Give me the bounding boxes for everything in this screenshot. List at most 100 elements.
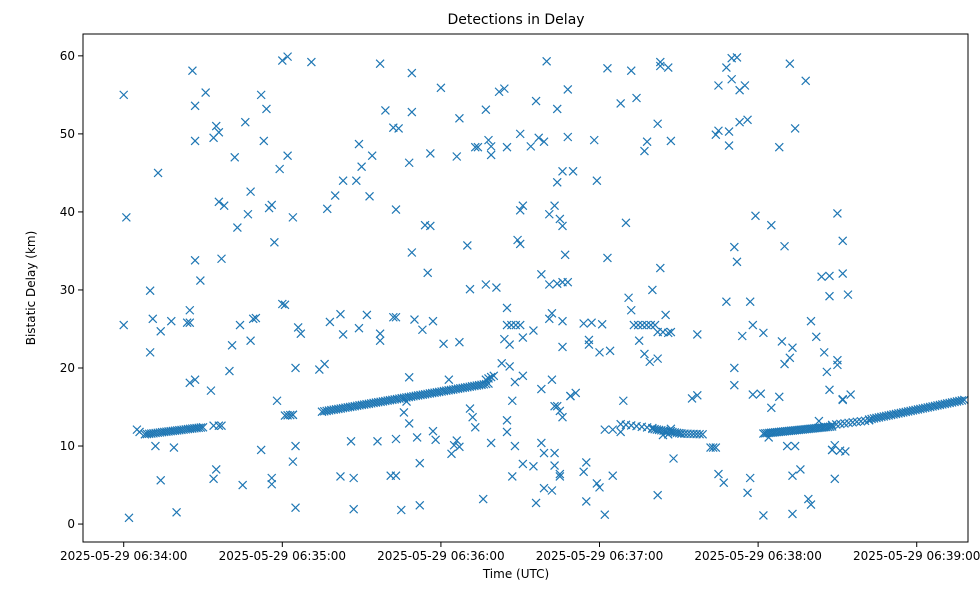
- detection-marker: [346, 436, 356, 446]
- detection-marker: [539, 448, 549, 458]
- detection-marker: [827, 422, 837, 431]
- y-axis-ticks: 0 10 20 30 40 50 60: [60, 49, 83, 531]
- detection-marker: [145, 347, 155, 357]
- detection-marker: [259, 136, 269, 146]
- detection-marker: [380, 106, 390, 115]
- detection-marker: [692, 390, 702, 400]
- detection-marker: [695, 429, 705, 439]
- detection-marker: [735, 117, 745, 127]
- detection-marker: [428, 316, 438, 326]
- detection-marker: [431, 435, 441, 445]
- detection-marker: [415, 458, 425, 468]
- detection-marker: [330, 191, 340, 200]
- detection-marker: [748, 390, 758, 399]
- detection-marker: [481, 105, 491, 115]
- detection-marker: [486, 150, 496, 160]
- detection-marker: [584, 335, 594, 345]
- detection-marker: [732, 257, 742, 267]
- detection-marker: [148, 314, 158, 324]
- detection-marker: [653, 354, 663, 364]
- detection-marker: [629, 320, 639, 330]
- detection-marker: [714, 469, 723, 479]
- detection-marker: [732, 52, 742, 62]
- x-axis-label: Time (UTC): [482, 567, 549, 581]
- detection-marker: [827, 445, 837, 455]
- detection-marker: [262, 104, 271, 114]
- detection-marker: [803, 494, 813, 504]
- detection-marker: [729, 380, 739, 390]
- detection-marker: [478, 494, 488, 504]
- detection-marker: [592, 479, 602, 488]
- detection-marker: [182, 318, 192, 328]
- detection-marker: [846, 390, 856, 399]
- detection-marker: [502, 320, 512, 330]
- detection-marker: [687, 393, 697, 403]
- detection-marker: [486, 372, 496, 382]
- detection-marker: [740, 81, 750, 90]
- detection-marker: [425, 221, 435, 231]
- detection-marker: [404, 418, 414, 428]
- detection-marker: [484, 135, 493, 145]
- detection-marker: [185, 318, 195, 328]
- detection-marker: [603, 63, 612, 73]
- detection-marker: [568, 166, 578, 176]
- detection-marker: [666, 136, 676, 146]
- detection-marker: [404, 158, 414, 168]
- detection-marker: [743, 115, 752, 125]
- detection-marker: [119, 320, 129, 330]
- detection-marker: [563, 132, 573, 142]
- detection-marker: [396, 505, 406, 515]
- detection-marker: [790, 123, 800, 133]
- detection-marker: [529, 326, 538, 335]
- chart-title: Detections in Delay: [447, 12, 584, 28]
- detection-marker: [267, 479, 277, 489]
- detection-marker: [653, 119, 663, 129]
- detection-marker: [550, 201, 560, 211]
- detection-marker: [555, 472, 565, 481]
- detection-marker: [206, 386, 216, 396]
- detection-marker: [417, 325, 427, 335]
- detection-marker: [211, 121, 221, 131]
- detection-marker: [515, 239, 525, 249]
- detection-marker: [579, 467, 589, 477]
- detection-marker: [518, 459, 528, 469]
- detection-marker: [484, 373, 493, 383]
- detection-marker: [391, 205, 401, 215]
- detection-marker: [491, 283, 501, 293]
- detection-marker: [293, 322, 303, 332]
- detection-marker: [306, 57, 316, 67]
- detection-marker: [513, 235, 522, 245]
- detection-marker: [587, 318, 597, 328]
- detection-marker: [838, 269, 848, 278]
- x-tick-label: 2025-05-29 06:37:00: [536, 549, 663, 563]
- detection-marker: [391, 312, 401, 322]
- detection-marker: [552, 104, 562, 114]
- scatter-markers: [119, 52, 969, 523]
- detection-marker: [325, 317, 335, 327]
- detection-marker: [655, 263, 665, 273]
- detection-marker: [227, 340, 237, 350]
- detection-marker: [439, 339, 448, 349]
- detection-marker: [838, 395, 848, 405]
- detection-marker: [817, 272, 826, 282]
- detection-marker: [248, 314, 258, 324]
- detection-marker: [256, 445, 266, 455]
- detection-marker: [751, 211, 760, 221]
- detection-marker: [830, 474, 840, 484]
- detection-marker: [634, 336, 644, 346]
- detection-marker: [544, 280, 554, 289]
- detection-marker: [454, 442, 464, 452]
- detection-marker: [655, 57, 665, 67]
- detection-marker: [322, 204, 332, 214]
- detection-marker: [555, 469, 565, 479]
- detection-marker: [277, 56, 287, 65]
- plot-area-frame: [82, 33, 969, 543]
- detection-marker: [230, 152, 240, 162]
- detection-marker: [721, 297, 731, 307]
- detection-marker: [481, 280, 491, 289]
- detection-marker: [669, 454, 678, 463]
- detection-marker: [642, 320, 651, 330]
- detection-marker: [470, 142, 480, 152]
- detection-marker: [806, 316, 816, 326]
- detection-marker: [550, 448, 560, 458]
